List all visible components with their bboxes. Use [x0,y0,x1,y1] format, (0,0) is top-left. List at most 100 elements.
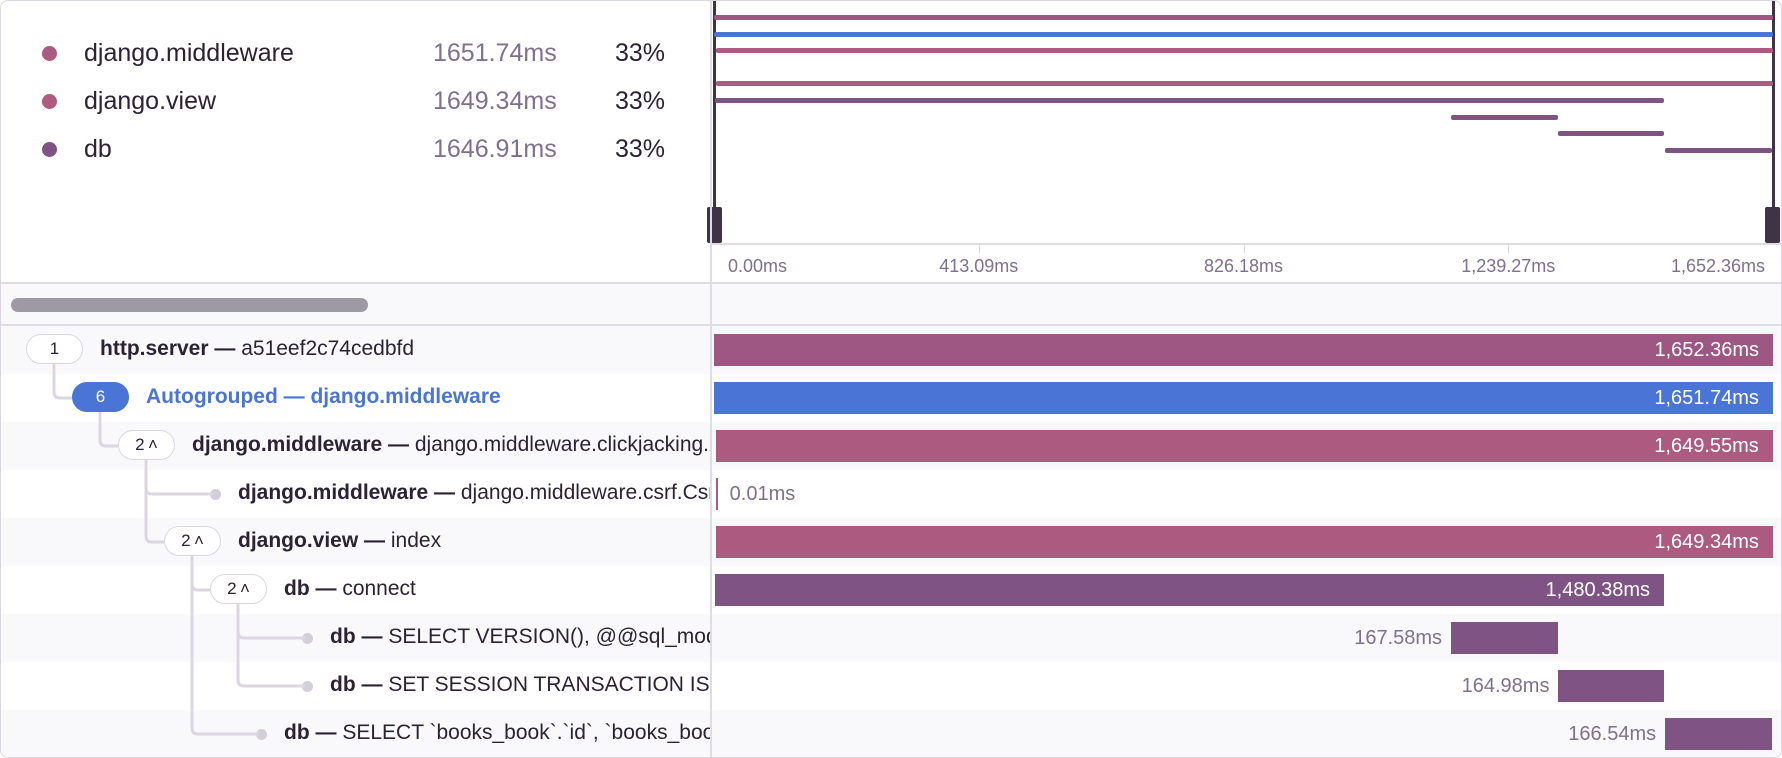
span-row[interactable]: db — SELECT VERSION(), @@sql_mode 167.58m… [1,614,1781,662]
span-tree-cell[interactable]: db — SET SESSION TRANSACTION ISOLATION L… [1,662,710,710]
children-count-toggle[interactable]: 6 [72,382,129,412]
span-description: SET SESSION TRANSACTION ISOLATION LEVEL … [388,673,710,696]
span-op: http.server [100,337,209,360]
span-tree-cell[interactable]: 6 Autogrouped — django.middleware [1,374,710,422]
span-duration-label: 1,480.38ms [1545,579,1651,601]
span-duration-label: 1,652.36ms [1654,339,1759,361]
span-title[interactable]: db — SELECT VERSION(), @@sql_mode [330,625,710,649]
span-duration-label: 1,651.74ms [1654,387,1759,409]
span-description: connect [342,577,416,600]
axis-tick-label: 413.09ms [939,256,1019,276]
divider [1,324,1781,326]
span-op: Autogrouped [146,385,278,408]
minimap-span-bar [714,15,1773,20]
minimap[interactable] [707,1,1781,243]
span-row[interactable]: 2 ˄ django.view — index 1,649.34ms [1,518,1781,566]
minimap-span-bar [715,48,1773,54]
span-duration-bar[interactable] [715,526,1773,558]
minimap-span-bar [715,81,1773,87]
span-description: SELECT VERSION(), @@sql_mode [388,625,710,648]
divider [1,282,1781,284]
span-duration-label: 0.01ms [729,483,796,505]
span-row[interactable]: db — SET SESSION TRANSACTION ISOLATION L… [1,662,1781,710]
span-op: db [284,721,310,744]
span-tree-cell[interactable]: 2 ˄ db — connect [1,566,710,614]
span-description: django.middleware [310,385,501,408]
minimap-left-edge [713,1,716,243]
span-tree-cell[interactable]: 1 http.server — a51eef2c74cedbfd [1,326,710,374]
span-row[interactable]: db — SELECT `books_book`.`id`, `books_bo… [1,710,1781,757]
span-duration-bar[interactable] [715,478,718,510]
children-count-toggle[interactable]: 2 ˄ [164,526,221,556]
legend-name: django.middleware [84,39,294,67]
minimap-span-bar [715,98,1665,103]
span-duration-bar[interactable] [715,574,1665,606]
panel-divider[interactable] [710,1,712,757]
span-row[interactable]: 1 http.server — a51eef2c74cedbfd 1,652.36m… [1,326,1781,374]
legend-duration: 1649.34ms [433,87,557,115]
axis-tick [1243,245,1245,253]
span-op: django.middleware [192,433,383,456]
children-count-toggle[interactable]: 2 ˄ [118,430,175,460]
span-title[interactable]: django.view — index [238,529,441,553]
legend-dot-icon [42,46,57,61]
span-title[interactable]: db — SELECT `books_book`.`id`, `books_bo… [284,721,710,745]
axis-tick [978,245,980,253]
span-duration-label: 1,649.34ms [1654,531,1759,553]
minimap-right-handle[interactable] [1765,207,1780,243]
span-row[interactable]: 2 ˄ db — connect 1,480.38ms [1,566,1781,614]
span-op: db [284,577,310,600]
span-duration-bar[interactable] [1451,622,1559,654]
horizontal-scrollbar-thumb[interactable] [11,298,368,312]
span-title[interactable]: django.middleware — django.middleware.cs… [238,481,710,505]
span-tree-cell[interactable]: django.middleware — django.middleware.cs… [1,470,710,518]
axis-tick-label: 0.00ms [728,256,788,276]
span-title[interactable]: django.middleware — django.middleware.cl… [192,433,710,457]
span-separator: — [428,481,461,504]
span-description: a51eef2c74cedbfd [241,337,415,360]
span-title[interactable]: Autogrouped — django.middleware [146,385,501,409]
span-tree-cell[interactable]: db — SELECT `books_book`.`id`, `books_bo… [1,710,710,757]
span-tree-cell[interactable]: 2 ˄ django.middleware — django.middleware… [1,422,710,470]
span-op: django.view [238,529,359,552]
span-title[interactable]: http.server — a51eef2c74cedbfd [100,337,414,361]
span-description: django.middleware.csrf.CsrfViewMiddlewar… [460,481,710,504]
span-duration-bar[interactable] [714,382,1773,414]
span-duration-bar[interactable] [715,430,1773,462]
legend-percent: 33% [615,135,666,163]
span-duration-bar[interactable] [714,334,1773,366]
minimap-right-edge [1772,1,1775,243]
span-duration-bar[interactable] [1558,670,1665,702]
span-separator: — [358,529,391,552]
axis-tick-label: 1,239.27ms [1461,256,1556,276]
legend-name: django.view [84,87,217,115]
horizontal-scroll-row [1,284,1781,324]
span-tree-cell[interactable]: db — SELECT VERSION(), @@sql_mode [1,614,710,662]
children-count-toggle[interactable]: 1 [26,334,83,364]
span-title[interactable]: db — SET SESSION TRANSACTION ISOLATION L… [330,673,710,697]
children-count-toggle[interactable]: 2 ˄ [210,574,267,604]
span-duration-label: 164.98ms [1461,675,1550,697]
legend-duration: 1651.74ms [433,39,557,67]
span-duration-label: 1,649.55ms [1654,435,1759,457]
legend-name: db [84,135,112,163]
span-row[interactable]: django.middleware — django.middleware.cs… [1,470,1781,518]
span-duration-bar[interactable] [1665,718,1772,750]
minimap-span-bar [1451,114,1559,120]
legend-item: db 1646.91ms 33% [1,129,711,169]
span-row[interactable]: 2 ˄ django.middleware — django.middleware… [1,422,1781,470]
legend-item: django.view 1649.34ms 33% [1,81,711,121]
legend-dot-icon [42,142,57,157]
span-op: db [330,625,356,648]
minimap-span-bar [1665,147,1772,153]
legend-percent: 33% [615,39,666,67]
span-row[interactable]: 6 Autogrouped — django.middleware 1,651.74… [1,374,1781,422]
axis-tick [1508,245,1510,253]
span-tree-cell[interactable]: 2 ˄ django.view — index [1,518,710,566]
span-title[interactable]: db — connect [284,577,416,601]
span-duration-label: 167.58ms [1354,627,1443,649]
legend-duration: 1646.91ms [433,135,557,163]
legend-percent: 33% [615,87,666,115]
legend-item: django.middleware 1651.74ms 33% [1,33,711,73]
